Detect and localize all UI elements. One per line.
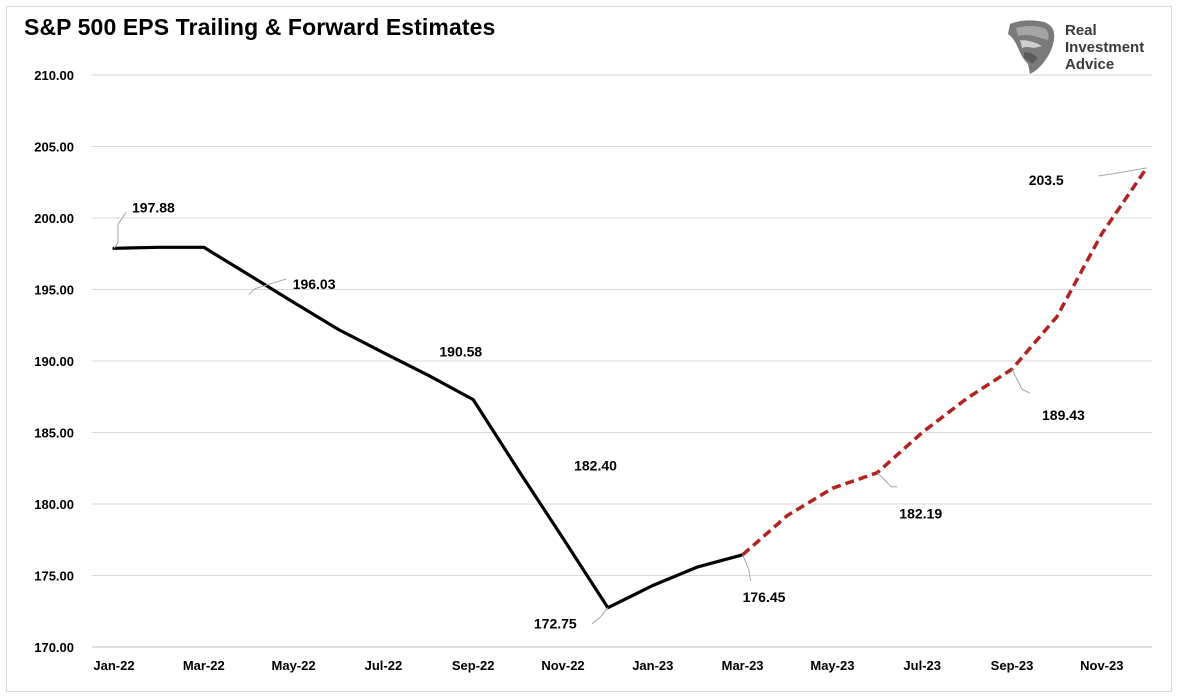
data-label-leader: [1011, 368, 1031, 394]
y-tick-label: 195.00: [34, 283, 74, 298]
logo-line-1: Real: [1065, 22, 1097, 39]
data-label: 189.43: [1042, 407, 1085, 423]
y-tick-label: 170.00: [34, 640, 74, 655]
eagle-logo-icon: [1008, 20, 1055, 74]
data-label-leader: [876, 472, 898, 488]
trailing-eps-line: [112, 245, 745, 610]
data-label: 196.03: [293, 276, 336, 292]
x-tick-label: Jan-23: [632, 658, 673, 673]
data-label: 182.19: [899, 506, 942, 522]
gridlines: [92, 74, 1152, 648]
logo: Real Investment Advice: [1004, 18, 1164, 78]
logo-line-3: Advice: [1065, 56, 1115, 73]
data-label-leader: [742, 554, 752, 581]
y-tick-label: 205.00: [34, 140, 74, 155]
series-lines: [112, 166, 1149, 610]
x-tick-label: May-22: [272, 658, 316, 673]
y-axis-ticks: 170.00 175.00 180.00 185.00 190.00 195.00 200.…: [34, 68, 74, 655]
x-tick-label: Jan-22: [93, 658, 134, 673]
chart-title: S&P 500 EPS Trailing & Forward Estimates: [24, 14, 496, 40]
x-tick-label: Jul-22: [365, 658, 403, 673]
y-tick-label: 190.00: [34, 354, 74, 369]
logo-line-2: Investment: [1065, 39, 1145, 56]
y-tick-label: 200.00: [34, 211, 74, 226]
y-tick-label: 185.00: [34, 426, 74, 441]
x-tick-label: Nov-23: [1080, 658, 1123, 673]
x-axis-ticks: Jan-22 Mar-22 May-22 Jul-22 Sep-22 Nov-22 Jan-…: [93, 658, 1123, 673]
data-label: 203.5: [1029, 172, 1064, 188]
data-label-leader: [1098, 167, 1147, 177]
data-label: 182.40: [574, 458, 617, 474]
x-tick-label: Sep-22: [452, 658, 495, 673]
x-tick-label: Mar-23: [722, 658, 764, 673]
x-tick-label: Sep-23: [991, 658, 1034, 673]
y-tick-label: 175.00: [34, 569, 74, 584]
data-labels: 197.88 196.03 190.58 182.40 172.75 176.45 182.…: [113, 167, 1147, 632]
data-label: 190.58: [439, 344, 482, 360]
forward-estimate-line: [741, 166, 1149, 557]
y-tick-label: 180.00: [34, 497, 74, 512]
y-tick-label: 210.00: [34, 68, 74, 83]
x-tick-label: Nov-22: [541, 658, 584, 673]
x-tick-label: Jul-23: [903, 658, 941, 673]
data-label: 176.45: [743, 589, 786, 605]
data-label: 197.88: [132, 199, 175, 215]
x-tick-label: May-23: [810, 658, 854, 673]
data-label-leader: [591, 607, 609, 625]
data-label-leader: [248, 278, 287, 296]
data-label: 172.75: [534, 616, 577, 632]
x-tick-label: Mar-22: [183, 658, 225, 673]
data-label-leader: [113, 212, 127, 249]
